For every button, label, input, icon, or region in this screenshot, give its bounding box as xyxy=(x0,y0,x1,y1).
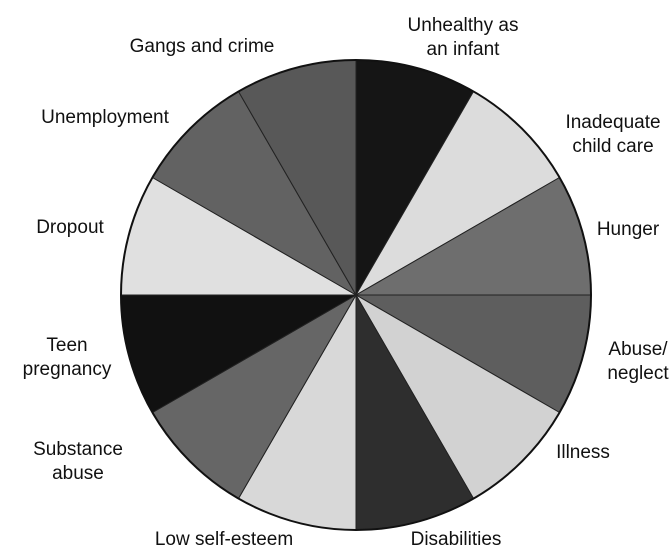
slice-label: Disabilities xyxy=(410,529,502,550)
slice-label: Teen pregnancy xyxy=(22,335,112,380)
slice-label: Unhealthy as an infant xyxy=(407,15,519,60)
slice-label: Abuse/ neglect xyxy=(607,339,669,384)
slice-label: Inadequate child care xyxy=(565,112,661,157)
slice-label: Gangs and crime xyxy=(129,36,275,57)
slice-label: Hunger xyxy=(596,219,660,240)
slice-label: Illness xyxy=(556,442,610,463)
slice-label: Unemployment xyxy=(41,107,169,128)
slice-label: Low self-esteem xyxy=(154,529,294,550)
slice-label: Dropout xyxy=(36,217,104,238)
pie-outline xyxy=(120,59,592,531)
slice-label: Substance abuse xyxy=(33,439,123,484)
